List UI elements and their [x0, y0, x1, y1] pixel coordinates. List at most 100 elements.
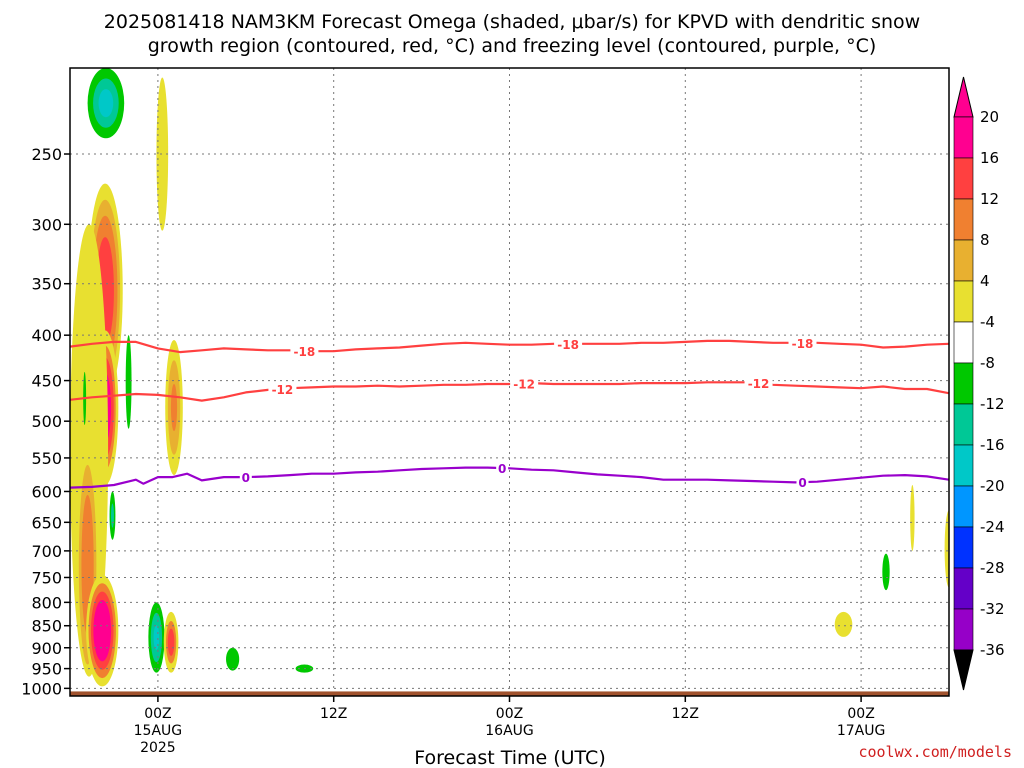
colorbar-swatch-1	[953, 157, 974, 200]
contour-label-bg	[744, 376, 773, 391]
contour-label--18: -18	[294, 345, 316, 359]
colorbar-label-20: 20	[980, 108, 999, 126]
omega-cell-green-910	[226, 647, 240, 671]
colorbar-label-8: 8	[980, 231, 990, 249]
omega-cell-green-750	[882, 553, 890, 591]
x-tick-label: 00Z	[847, 706, 874, 722]
colorbar-top-arrow	[953, 76, 974, 118]
terrain-band	[70, 691, 949, 696]
colorbar-swatch-2	[953, 198, 974, 241]
x-tick-label: 00Z	[496, 706, 523, 722]
y-tick-label-450: 450	[31, 372, 62, 391]
y-tick-label-800: 800	[31, 593, 62, 612]
omega-cell-mid-yellow-cell-core2	[170, 383, 178, 432]
colorbar-swatch-9	[953, 485, 974, 528]
x-tick-date: 15AUG	[134, 723, 183, 739]
colorbar-label-4: 4	[980, 272, 990, 290]
contour-label-bg	[239, 470, 252, 485]
colorbar-swatch-7	[953, 403, 974, 446]
colorbar-swatch-6	[953, 362, 974, 405]
omega-cell-low-orange-cell-core2	[167, 628, 175, 656]
omega-cell-low-green-cell-core2	[153, 625, 160, 650]
colorbar-label--28: -28	[980, 559, 1005, 577]
colorbar-label-16: 16	[980, 149, 999, 167]
x-tick-year: 2025	[140, 740, 176, 756]
omega-cell-green-650-core1	[111, 503, 114, 528]
y-tick-label-950: 950	[31, 660, 62, 679]
y-tick-label-900: 900	[31, 639, 62, 658]
x-tick-date: 16AUG	[485, 723, 534, 739]
x-axis-title: Forecast Time (UTC)	[414, 747, 605, 768]
contour-label-bg	[796, 475, 809, 490]
terrain-surface	[70, 691, 949, 696]
y-tick-label-350: 350	[31, 275, 62, 294]
y-tick-label-700: 700	[31, 542, 62, 561]
y-tick-label-500: 500	[31, 412, 62, 431]
contour-label-0: 0	[242, 471, 250, 485]
y-tick-label-850: 850	[31, 617, 62, 636]
contour-label--18: -18	[792, 337, 814, 351]
contour-label-0: 0	[798, 476, 806, 490]
colorbar-swatch-10	[953, 526, 974, 569]
y-tick-label-1000: 1000	[21, 679, 62, 698]
contour-label--12: -12	[513, 377, 535, 391]
plot-area: -18 -18 -18 -12 -12 -12 0 0 0	[69, 67, 950, 697]
colorbar-swatch-4	[953, 280, 974, 323]
omega-cell-yellow-850	[834, 611, 853, 637]
contour-label--12: -12	[748, 377, 770, 391]
contour-line-0	[70, 466, 949, 489]
y-axis: 250 300 350 400 450 500 550 600 650 700 750 800 850 9…	[21, 145, 70, 698]
contour-label-bg	[496, 461, 509, 476]
colorbar-label--16: -16	[980, 436, 1005, 454]
omega-cell-low-updraft-core-core3	[93, 599, 112, 662]
colorbar-swatch-12	[953, 608, 974, 651]
contour-label-bg	[290, 343, 319, 358]
colorbar-label--36: -36	[980, 641, 1005, 659]
omega-cell-yellow-right-edge	[944, 510, 949, 588]
credit-text: coolwx.com/models	[858, 743, 1012, 761]
contour-label--18: -18	[557, 338, 579, 352]
omega-cell-upper-yellow-streak	[156, 77, 169, 231]
contour-label--12: -12	[272, 383, 294, 397]
colorbar-label--8: -8	[980, 354, 995, 372]
contour-label-bg	[268, 381, 297, 396]
x-tick-label: 00Z	[144, 706, 171, 722]
colorbar-bottom-arrow	[953, 649, 974, 691]
contour-line--12	[70, 381, 949, 402]
colorbar-swatch-8	[953, 444, 974, 487]
y-tick-label-550: 550	[31, 449, 62, 468]
contour-label-0: 0	[498, 462, 506, 476]
colorbar-swatch-11	[953, 567, 974, 610]
y-tick-label-400: 400	[31, 326, 62, 345]
colorbar-swatch-0	[953, 116, 974, 159]
chart-title-line2: growth region (contoured, red, °C) and f…	[148, 35, 877, 57]
colorbar-label--4: -4	[980, 313, 995, 331]
y-tick-label-250: 250	[31, 145, 62, 164]
chart-title-line1: 2025081418 NAM3KM Forecast Omega (shaded…	[104, 11, 920, 33]
x-tick-date: 17AUG	[837, 723, 886, 739]
omega-cell-upper-green-plume-core2	[98, 89, 114, 118]
omega-cell-green-streak-450	[125, 335, 132, 429]
omega-shading	[70, 68, 949, 687]
y-tick-label-650: 650	[31, 513, 62, 532]
colorbar-label--24: -24	[980, 518, 1005, 536]
colorbar-label--32: -32	[980, 600, 1005, 618]
colorbar-label-12: 12	[980, 190, 999, 208]
omega-cell-yellow-650	[910, 484, 915, 551]
colorbar-swatch-5	[953, 321, 974, 364]
y-tick-label-600: 600	[31, 482, 62, 501]
colorbar-swatch-3	[953, 239, 974, 282]
contour-label-bg	[554, 336, 583, 351]
contour-label-bg	[510, 376, 539, 391]
contour-lines: -18 -18 -18 -12 -12 -12 0 0 0	[70, 335, 949, 490]
contour-label-bg	[788, 335, 817, 350]
colorbar: 20 16 12 8 4 -4 -8 -12 -16 -20 -24 -28 -32 -36	[953, 76, 1005, 691]
y-tick-label-300: 300	[31, 215, 62, 234]
x-tick-label: 12Z	[672, 706, 699, 722]
x-tick-label: 12Z	[320, 706, 347, 722]
y-tick-label-750: 750	[31, 568, 62, 587]
colorbar-label--20: -20	[980, 477, 1005, 495]
colorbar-label--12: -12	[980, 395, 1005, 413]
